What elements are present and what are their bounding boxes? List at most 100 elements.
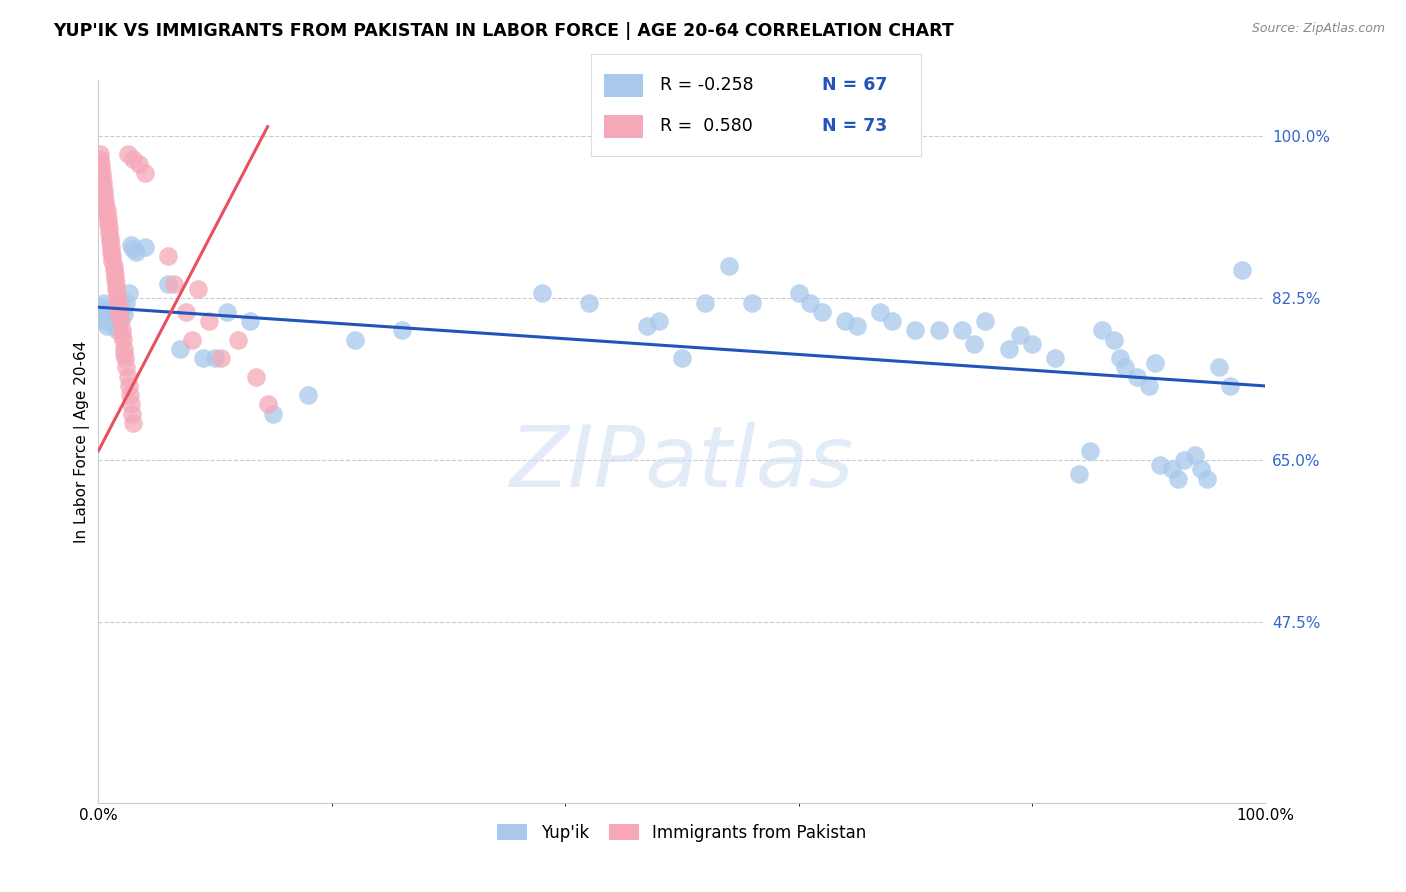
Point: [121, 407, 143, 421]
Point: [115, 360, 138, 375]
Point: [134, 166, 156, 180]
Point: [157, 277, 180, 291]
Point: [104, 268, 127, 282]
Point: [169, 342, 191, 356]
Point: [89, 147, 111, 161]
Point: [91, 179, 114, 194]
Point: [1126, 369, 1149, 384]
Point: [157, 249, 180, 263]
Point: [1167, 472, 1189, 486]
Point: [1189, 462, 1212, 476]
Legend: Yup'ik, Immigrants from Pakistan: Yup'ik, Immigrants from Pakistan: [491, 817, 873, 848]
Point: [101, 249, 124, 263]
Point: [846, 318, 869, 333]
Point: [98, 231, 121, 245]
Point: [111, 301, 134, 317]
Point: [215, 305, 238, 319]
Point: [107, 300, 129, 314]
Point: [209, 351, 232, 366]
Point: [834, 314, 856, 328]
Point: [174, 305, 197, 319]
Point: [97, 226, 120, 240]
Point: [117, 147, 139, 161]
Point: [118, 379, 141, 393]
Point: [112, 346, 135, 360]
FancyBboxPatch shape: [603, 115, 644, 137]
Point: [671, 351, 693, 366]
Text: ZIPatlas: ZIPatlas: [510, 422, 853, 505]
Point: [93, 189, 115, 203]
Point: [1161, 462, 1184, 476]
Point: [695, 295, 717, 310]
Point: [97, 310, 120, 324]
Point: [108, 311, 131, 326]
Point: [110, 314, 132, 328]
Point: [89, 152, 111, 166]
Point: [90, 166, 112, 180]
Point: [100, 240, 122, 254]
Point: [904, 323, 927, 337]
Point: [104, 277, 127, 291]
Point: [1021, 337, 1043, 351]
Point: [122, 242, 145, 256]
Point: [1219, 379, 1241, 393]
Point: [391, 323, 413, 337]
Point: [741, 295, 763, 310]
Point: [114, 351, 136, 366]
Point: [101, 314, 124, 328]
Text: R =  0.580: R = 0.580: [659, 118, 752, 136]
Point: [118, 388, 141, 402]
Point: [100, 244, 122, 259]
Point: [97, 221, 120, 235]
Point: [1173, 453, 1195, 467]
Point: [1067, 467, 1090, 481]
Text: N = 73: N = 73: [821, 118, 887, 136]
Point: [1091, 323, 1114, 337]
Point: [94, 198, 117, 212]
Point: [1045, 351, 1067, 366]
Point: [344, 333, 367, 347]
Point: [1208, 360, 1230, 375]
Point: [245, 369, 267, 384]
Point: [103, 263, 125, 277]
Point: [198, 314, 221, 328]
Point: [118, 286, 141, 301]
Point: [90, 161, 112, 176]
Point: [93, 295, 115, 310]
Point: [193, 351, 215, 366]
Point: [101, 254, 124, 268]
Point: [105, 291, 128, 305]
Point: [122, 152, 145, 166]
Text: R = -0.258: R = -0.258: [659, 77, 754, 95]
Point: [90, 300, 112, 314]
Point: [228, 333, 250, 347]
Point: [799, 295, 821, 310]
Point: [239, 314, 262, 328]
Point: [112, 342, 135, 356]
Point: [1230, 263, 1253, 277]
Point: [128, 156, 150, 170]
Point: [1184, 449, 1206, 463]
Point: [962, 337, 984, 351]
Point: [1195, 472, 1218, 486]
Point: [97, 212, 120, 227]
Point: [717, 259, 740, 273]
Point: [96, 208, 118, 222]
Point: [104, 282, 127, 296]
Point: [107, 295, 129, 310]
Point: [1114, 360, 1136, 375]
Point: [647, 314, 669, 328]
Point: [869, 305, 891, 319]
Point: [91, 303, 114, 318]
FancyBboxPatch shape: [603, 74, 644, 96]
Point: [187, 282, 209, 296]
Y-axis label: In Labor Force | Age 20-64: In Labor Force | Age 20-64: [75, 341, 90, 542]
Point: [530, 286, 553, 301]
Point: [108, 305, 131, 319]
Point: [1080, 443, 1102, 458]
Point: [104, 272, 127, 286]
Text: YUP'IK VS IMMIGRANTS FROM PAKISTAN IN LABOR FORCE | AGE 20-64 CORRELATION CHART: YUP'IK VS IMMIGRANTS FROM PAKISTAN IN LA…: [53, 22, 955, 40]
Point: [104, 318, 127, 333]
Point: [204, 351, 226, 366]
Point: [578, 295, 600, 310]
